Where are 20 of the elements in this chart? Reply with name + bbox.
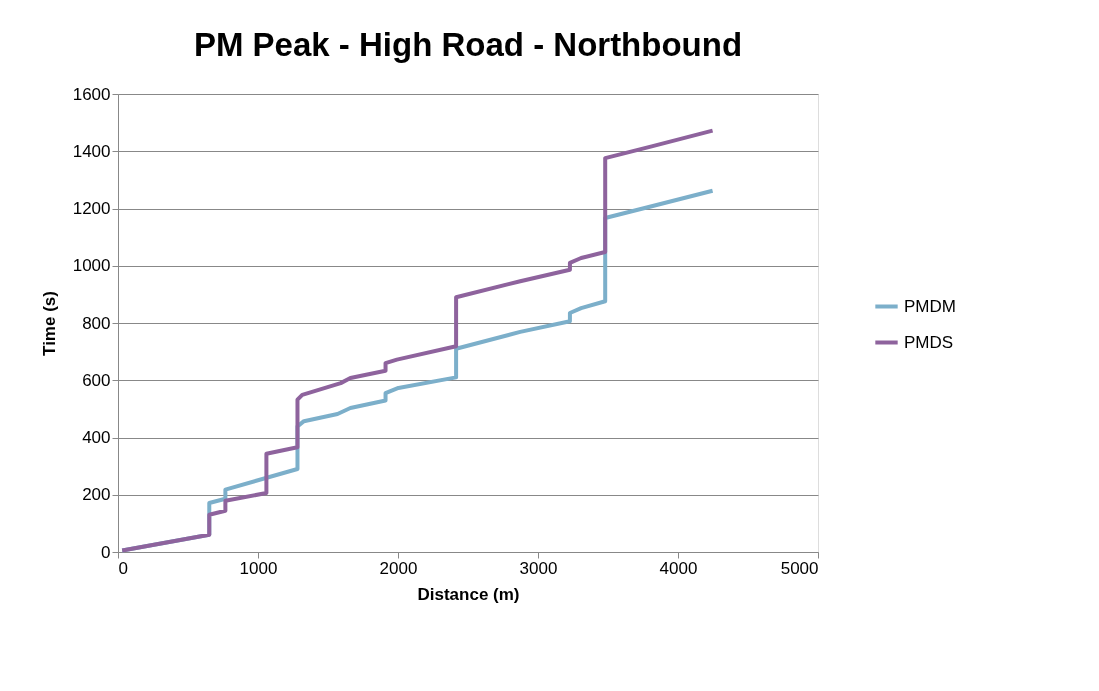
x-tick-label: 4000 (659, 558, 698, 578)
legend-label: PMDM (904, 296, 956, 316)
x-tick-label: 0 (118, 558, 128, 578)
y-tick-label: 400 (82, 428, 111, 447)
y-tick-label: 1600 (72, 84, 111, 104)
y-tick-label: 800 (82, 313, 111, 333)
x-axis-title: Distance (m) (417, 584, 520, 604)
y-tick-label: 1200 (72, 199, 111, 218)
y-tick-label: 200 (82, 485, 111, 505)
y-axis-title: Time (s) (39, 291, 59, 356)
x-tick-label: 1000 (239, 558, 278, 578)
x-tick-label: 5000 (780, 558, 819, 578)
y-tick-label: 0 (101, 542, 111, 562)
x-tick-label: 2000 (379, 558, 418, 578)
y-tick-label: 1000 (72, 256, 111, 276)
legend-label: PMDS (904, 332, 954, 352)
chart-title: PM Peak - High Road - Northbound (193, 26, 743, 63)
x-tick-label: 3000 (519, 558, 558, 578)
y-tick-label: 600 (82, 370, 111, 390)
y-tick-label: 1400 (72, 141, 111, 161)
